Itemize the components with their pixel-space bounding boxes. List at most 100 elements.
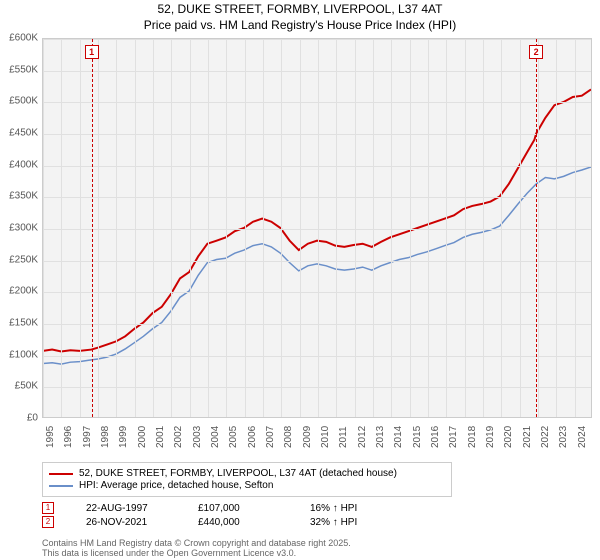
gridline-v (355, 39, 356, 417)
sale-date: 26-NOV-2021 (86, 517, 166, 528)
legend-swatch (49, 485, 73, 487)
gridline-v (245, 39, 246, 417)
chart-title: 52, DUKE STREET, FORMBY, LIVERPOOL, L37 … (0, 0, 600, 33)
y-tick-label: £550K (0, 64, 38, 75)
x-tick-label: 2010 (320, 426, 331, 448)
x-tick-label: 2003 (192, 426, 203, 448)
x-tick-label: 2002 (173, 426, 184, 448)
sale-price: £440,000 (198, 517, 278, 528)
x-tick-label: 2017 (448, 426, 459, 448)
gridline-v (336, 39, 337, 417)
legend-label: 52, DUKE STREET, FORMBY, LIVERPOOL, L37 … (79, 468, 397, 479)
y-tick-label: £400K (0, 159, 38, 170)
sale-marker-badge: 2 (529, 45, 543, 59)
gridline-h (43, 197, 591, 198)
gridline-h (43, 71, 591, 72)
sale-change: 32% ↑ HPI (310, 517, 390, 528)
gridline-v (61, 39, 62, 417)
gridline-v (538, 39, 539, 417)
chart-svg (43, 39, 591, 417)
gridline-v (190, 39, 191, 417)
gridline-h (43, 387, 591, 388)
x-tick-label: 1996 (63, 426, 74, 448)
gridline-v (446, 39, 447, 417)
x-tick-label: 2005 (228, 426, 239, 448)
gridline-v (428, 39, 429, 417)
x-tick-label: 2019 (485, 426, 496, 448)
x-tick-label: 2024 (577, 426, 588, 448)
gridline-h (43, 356, 591, 357)
y-tick-label: £200K (0, 286, 38, 297)
x-tick-label: 2021 (522, 426, 533, 448)
title-subtitle: Price paid vs. HM Land Registry's House … (0, 18, 600, 34)
sale-data-row: 122-AUG-1997£107,00016% ↑ HPI (42, 502, 390, 514)
gridline-h (43, 134, 591, 135)
y-axis: £0£50K£100K£150K£200K£250K£300K£350K£400… (0, 38, 40, 418)
footer-line1: Contains HM Land Registry data © Crown c… (42, 538, 351, 548)
footer-attribution: Contains HM Land Registry data © Crown c… (42, 538, 351, 558)
legend-swatch (49, 473, 73, 475)
gridline-v (116, 39, 117, 417)
legend-label: HPI: Average price, detached house, Seft… (79, 480, 273, 491)
legend: 52, DUKE STREET, FORMBY, LIVERPOOL, L37 … (42, 462, 452, 497)
y-tick-label: £100K (0, 349, 38, 360)
x-tick-label: 2006 (247, 426, 258, 448)
x-tick-label: 1997 (82, 426, 93, 448)
sale-price: £107,000 (198, 503, 278, 514)
x-tick-label: 2011 (338, 426, 349, 448)
footer-line2: This data is licensed under the Open Gov… (42, 548, 351, 558)
y-tick-label: £0 (0, 413, 38, 424)
gridline-v (135, 39, 136, 417)
gridline-v (226, 39, 227, 417)
y-tick-label: £500K (0, 96, 38, 107)
gridline-h (43, 292, 591, 293)
x-tick-label: 2012 (357, 426, 368, 448)
y-tick-label: £300K (0, 223, 38, 234)
sale-change: 16% ↑ HPI (310, 503, 390, 514)
gridline-h (43, 39, 591, 40)
gridline-v (520, 39, 521, 417)
y-tick-label: £450K (0, 128, 38, 139)
x-tick-label: 2020 (503, 426, 514, 448)
gridline-h (43, 261, 591, 262)
gridline-v (391, 39, 392, 417)
x-tick-label: 1995 (45, 426, 56, 448)
x-tick-label: 2013 (375, 426, 386, 448)
x-tick-label: 2014 (393, 426, 404, 448)
x-tick-label: 2022 (540, 426, 551, 448)
x-tick-label: 2001 (155, 426, 166, 448)
gridline-v (318, 39, 319, 417)
x-tick-label: 2016 (430, 426, 441, 448)
x-tick-label: 2015 (412, 426, 423, 448)
y-tick-label: £600K (0, 33, 38, 44)
gridline-h (43, 324, 591, 325)
x-tick-label: 2000 (137, 426, 148, 448)
x-tick-label: 2008 (283, 426, 294, 448)
y-tick-label: £150K (0, 318, 38, 329)
legend-row: HPI: Average price, detached house, Seft… (49, 480, 445, 491)
legend-row: 52, DUKE STREET, FORMBY, LIVERPOOL, L37 … (49, 468, 445, 479)
sale-row-badge: 2 (42, 516, 54, 528)
sale-data-row: 2 26-NOV-2021 £440,000 32% ↑ HPI (42, 516, 390, 528)
gridline-v (263, 39, 264, 417)
gridline-v (208, 39, 209, 417)
gridline-v (43, 39, 44, 417)
y-tick-label: £50K (0, 381, 38, 392)
sale-date: 22-AUG-1997 (86, 503, 166, 514)
x-tick-label: 2009 (302, 426, 313, 448)
series-line (43, 89, 591, 351)
x-tick-label: 2007 (265, 426, 276, 448)
gridline-v (300, 39, 301, 417)
gridline-v (153, 39, 154, 417)
x-tick-label: 2018 (467, 426, 478, 448)
gridline-v (501, 39, 502, 417)
gridline-h (43, 166, 591, 167)
title-address: 52, DUKE STREET, FORMBY, LIVERPOOL, L37 … (0, 2, 600, 18)
plot-area: 12 (42, 38, 592, 418)
gridline-v (80, 39, 81, 417)
gridline-v (98, 39, 99, 417)
sale-data-table: 122-AUG-1997£107,00016% ↑ HPI226-NOV-202… (42, 500, 390, 530)
gridline-v (281, 39, 282, 417)
gridline-v (575, 39, 576, 417)
sale-marker-line (92, 39, 93, 417)
